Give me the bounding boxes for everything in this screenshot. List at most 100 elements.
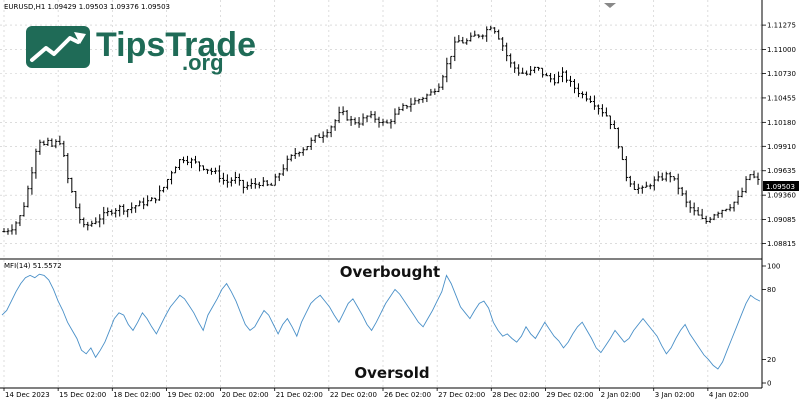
price-bar: [102, 206, 106, 225]
price-bar: [377, 116, 381, 128]
price-bar: [497, 29, 501, 40]
price-bar: [313, 135, 317, 143]
price-bar: [130, 202, 134, 214]
price-bar: [397, 106, 401, 115]
price-bar: [169, 170, 174, 185]
price-bar: [457, 35, 461, 43]
price-bar: [337, 106, 341, 124]
price-bar: [157, 185, 162, 201]
price-bar: [732, 201, 736, 212]
price-bar: [517, 64, 521, 76]
price-bar: [393, 108, 397, 125]
grid: [0, 0, 762, 388]
price-bar: [624, 156, 628, 182]
price-bar: [197, 161, 202, 172]
price-bar: [50, 138, 54, 147]
time-tick-label: 22 Dec 02:00: [330, 391, 377, 399]
price-bar: [445, 57, 449, 83]
price-bar: [564, 70, 569, 83]
price-bar: [425, 93, 429, 103]
price-bar: [640, 185, 644, 194]
price-bar: [74, 190, 78, 209]
price-bar: [421, 96, 425, 103]
price-bar: [229, 177, 233, 187]
price-bar: [632, 180, 636, 190]
price-bar: [361, 113, 365, 126]
arrow-head-icon: [74, 32, 86, 44]
price-bar: [385, 119, 389, 124]
price-bar: [433, 88, 437, 95]
price-bar: [94, 217, 98, 225]
price-bar: [161, 186, 166, 193]
trend-up-icon: [30, 36, 80, 62]
price-axis: 1.11275 1.11000 1.10730 1.10455 1.10180 1.099…: [762, 22, 796, 248]
price-bar: [233, 171, 237, 184]
price-bar: [712, 213, 716, 221]
price-bar: [401, 103, 405, 112]
price-bar: [173, 166, 178, 174]
price-bar: [684, 190, 688, 208]
mfi-series-line: [1, 273, 761, 370]
price-bar: [209, 167, 214, 175]
price-bar: [297, 151, 301, 157]
price-bar: [341, 106, 345, 116]
last-price-tag: 1.09503: [763, 181, 799, 191]
price-bar: [441, 74, 445, 90]
price-bar: [756, 172, 760, 185]
price-bar: [620, 146, 624, 161]
price-tick-label: 1.10180: [767, 119, 796, 127]
price-bar: [409, 98, 413, 112]
price-bar: [321, 131, 325, 143]
price-bar: [413, 97, 417, 105]
mfi-line: [1, 273, 761, 370]
price-tick-label: 1.09360: [767, 192, 796, 200]
price-bar: [357, 117, 361, 128]
price-bar: [70, 177, 74, 193]
price-bar: [513, 61, 517, 73]
price-bar: [245, 181, 249, 190]
price-bar: [78, 203, 82, 224]
price-tick-label: 1.10730: [767, 70, 796, 78]
time-tick-label: 21 Dec 02:00: [276, 391, 323, 399]
price-bar: [736, 190, 740, 205]
price-bar: [552, 74, 557, 86]
price-bar: [249, 178, 253, 189]
price-bar: [317, 133, 321, 138]
price-bar: [708, 216, 712, 224]
price-bar: [138, 200, 142, 207]
price-bar: [261, 177, 265, 187]
price-bar: [449, 55, 453, 69]
price-bar: [6, 228, 10, 235]
mfi-tick-label: 0: [767, 380, 771, 388]
time-tick-label: 14 Dec 2023: [5, 391, 50, 399]
price-bar: [329, 125, 333, 138]
price-bar: [652, 176, 656, 191]
price-bar: [285, 155, 289, 172]
price-bar: [437, 83, 441, 93]
price-bar: [86, 221, 90, 231]
symbol-info: EURUSD,H1 1.09429 1.09503 1.09376 1.0950…: [4, 3, 170, 11]
price-bar: [225, 174, 230, 188]
time-tick-label: 4 Jan 02:00: [709, 391, 749, 399]
price-bar: [277, 172, 281, 182]
logo-text: TipsTrade: [96, 26, 256, 64]
price-bar: [592, 95, 597, 110]
price-bar: [269, 182, 273, 186]
price-bar: [688, 200, 692, 213]
price-bar: [536, 66, 541, 71]
price-bar: [90, 220, 94, 227]
price-bar: [628, 175, 632, 187]
price-bar: [572, 79, 577, 94]
price-bar: [369, 110, 373, 119]
price-bar: [181, 156, 186, 164]
logo-badge: [26, 26, 90, 68]
scroll-arrow-icon: [604, 3, 616, 8]
price-tick-label: 1.09635: [767, 167, 796, 175]
price-tick-label: 1.09910: [767, 143, 796, 151]
price-bar: [18, 215, 22, 227]
price-bar: [153, 197, 158, 204]
price-bar: [544, 72, 549, 77]
price-bar: [34, 148, 38, 179]
price-bar: [205, 168, 210, 174]
time-tick-label: 18 Dec 02:00: [113, 391, 160, 399]
